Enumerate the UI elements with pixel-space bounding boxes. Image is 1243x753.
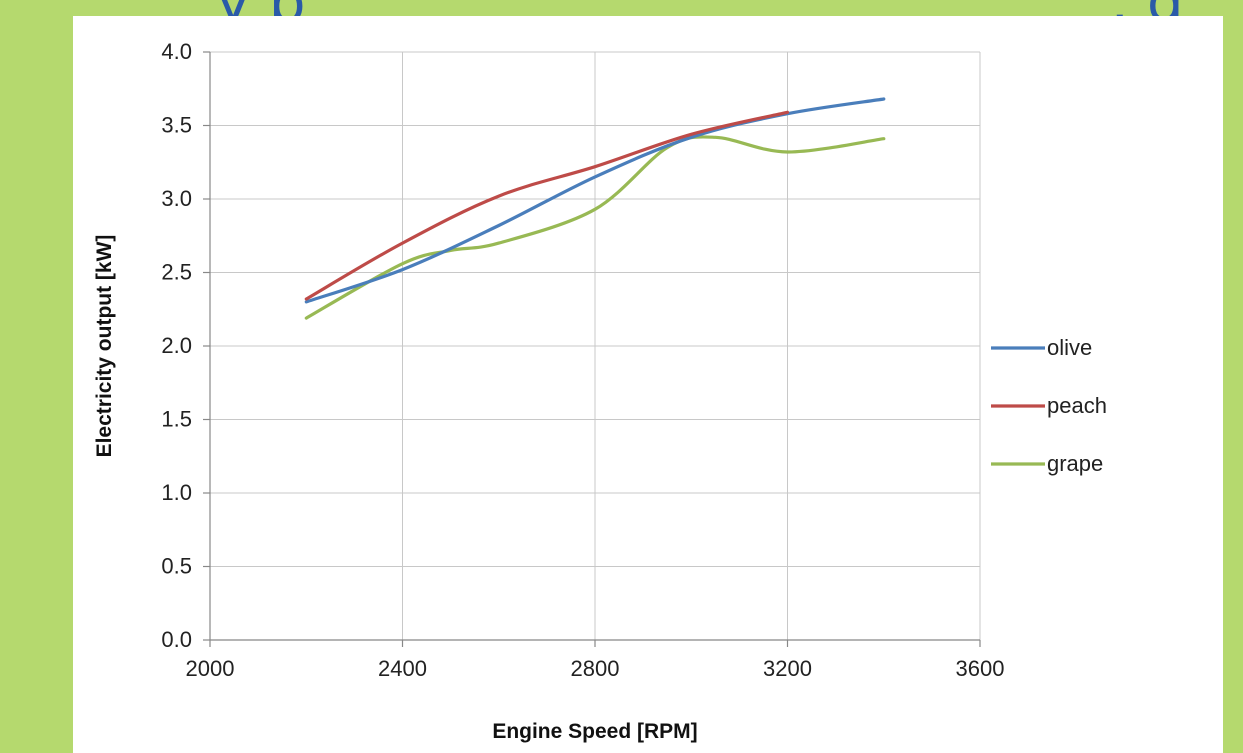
x-tick-label: 3200 xyxy=(763,656,812,681)
y-tick-label: 2.5 xyxy=(161,260,192,285)
chart-panel: 0.0 0.5 1.0 1.5 2.0 2.5 3.0 3.5 4.0 2000 2400 2800 3… xyxy=(73,16,1223,753)
y-tick-label: 3.5 xyxy=(161,113,192,138)
y-tick-label: 4.0 xyxy=(161,39,192,64)
series-line-grape xyxy=(304,135,886,320)
line-chart: 0.0 0.5 1.0 1.5 2.0 2.5 3.0 3.5 4.0 2000 2400 2800 3… xyxy=(93,39,1107,743)
legend-label-peach: peach xyxy=(1047,393,1107,418)
tick-labels: 0.0 0.5 1.0 1.5 2.0 2.5 3.0 3.5 4.0 2000 2400 2800 3… xyxy=(161,39,1004,681)
y-tick-label: 0.5 xyxy=(161,554,192,579)
grid-lines xyxy=(209,51,981,641)
legend: olive peach grape xyxy=(991,335,1107,476)
x-tick-label: 2400 xyxy=(378,656,427,681)
y-axis-title: Electricity output [kW] xyxy=(93,235,116,458)
x-tick-label: 3600 xyxy=(956,656,1005,681)
y-tick-label: 2.0 xyxy=(161,333,192,358)
x-tick-label: 2800 xyxy=(571,656,620,681)
x-axis-title: Engine Speed [RPM] xyxy=(492,720,697,743)
series-lines xyxy=(304,97,886,320)
legend-label-grape: grape xyxy=(1047,451,1103,476)
y-tick-label: 1.0 xyxy=(161,480,192,505)
legend-label-olive: olive xyxy=(1047,335,1092,360)
y-tick-label: 3.0 xyxy=(161,186,192,211)
series-line-peach xyxy=(304,110,790,301)
y-tick-label: 1.5 xyxy=(161,407,192,432)
y-tick-label: 0.0 xyxy=(161,627,192,652)
x-tick-label: 2000 xyxy=(186,656,235,681)
axes xyxy=(203,51,981,647)
